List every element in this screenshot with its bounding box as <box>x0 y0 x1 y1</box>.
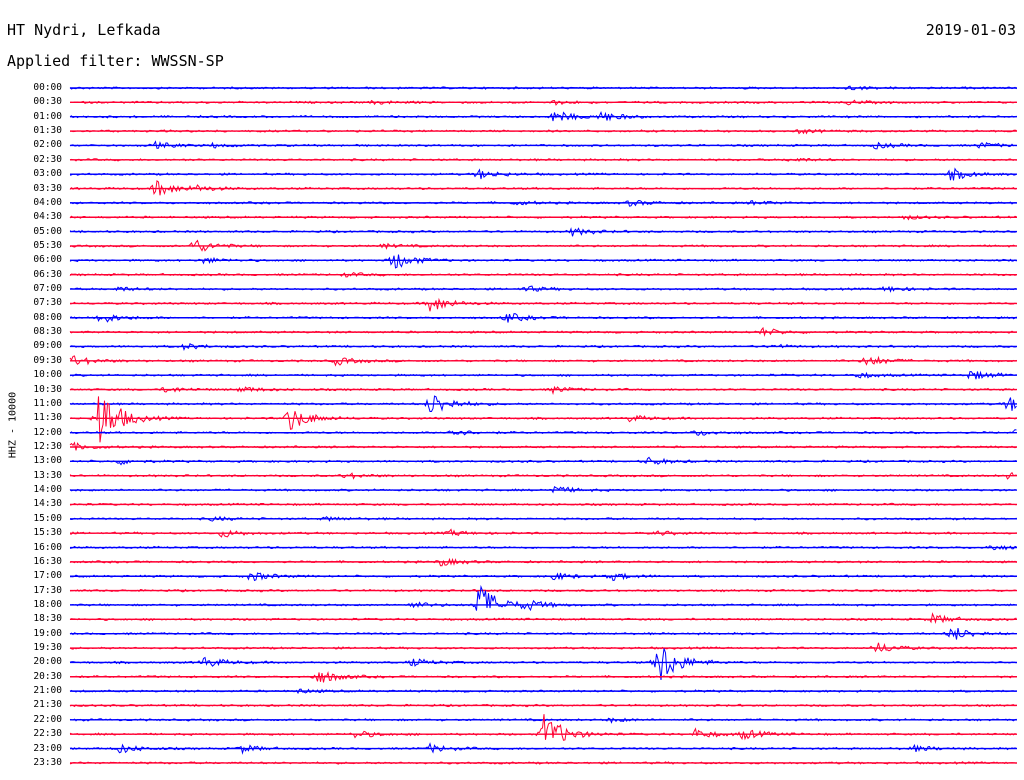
time-label: 15:30 <box>33 527 62 539</box>
time-label: 20:30 <box>33 670 62 682</box>
time-label: 18:30 <box>33 613 62 625</box>
time-label: 16:30 <box>33 555 62 567</box>
time-label: 04:30 <box>33 211 62 223</box>
time-label: 13:00 <box>33 455 62 467</box>
trace-row <box>69 714 1017 741</box>
time-label: 14:00 <box>33 484 62 496</box>
time-label: 17:00 <box>33 570 62 582</box>
time-label: 01:00 <box>33 110 62 122</box>
trace-row <box>69 612 1017 624</box>
time-label: 23:30 <box>33 756 62 768</box>
station-name: HT Nydri, Lefkada <box>7 21 161 39</box>
time-label: 03:00 <box>33 168 62 180</box>
time-label: 19:00 <box>33 627 62 639</box>
time-label: 11:00 <box>33 397 62 409</box>
filter-label: Applied filter: WWSSN-SP <box>7 52 224 70</box>
time-label: 15:00 <box>33 512 62 524</box>
time-label: 10:00 <box>33 369 62 381</box>
trace-row <box>69 227 1017 237</box>
time-label: 16:00 <box>33 541 62 553</box>
time-label: 20:00 <box>33 656 62 668</box>
time-label: 06:00 <box>33 254 62 266</box>
time-label: 03:30 <box>33 182 62 194</box>
trace-row <box>69 297 1017 312</box>
time-label: 12:00 <box>33 426 62 438</box>
time-label: 17:30 <box>33 584 62 596</box>
time-label: 19:30 <box>33 642 62 654</box>
trace-row <box>69 254 1017 269</box>
time-label: 22:00 <box>33 713 62 725</box>
trace-row <box>69 648 1017 680</box>
time-label: 02:30 <box>33 153 62 165</box>
time-label: 07:30 <box>33 297 62 309</box>
time-label: 09:00 <box>33 340 62 352</box>
time-label: 07:00 <box>33 283 62 295</box>
time-label: 22:30 <box>33 728 62 740</box>
time-label: 23:00 <box>33 742 62 754</box>
time-label: 13:30 <box>33 469 62 481</box>
time-label: 11:30 <box>33 412 62 424</box>
time-label: 08:30 <box>33 326 62 338</box>
time-label: 18:00 <box>33 598 62 610</box>
time-label: 00:30 <box>33 96 62 108</box>
trace-row <box>69 642 1017 653</box>
time-label: 05:00 <box>33 225 62 237</box>
time-label: 01:30 <box>33 125 62 137</box>
time-label: 12:30 <box>33 441 62 452</box>
record-date: 2019-01-03 <box>925 21 1016 39</box>
time-axis: 00:00 00:30 01:00 01:30 02:00 02:30 03:00 03:30… <box>0 0 68 780</box>
time-label: 00:00 <box>33 82 62 93</box>
time-label: 21:00 <box>33 685 62 697</box>
time-label: 05:30 <box>33 239 62 251</box>
time-label: 08:00 <box>33 311 62 323</box>
time-label: 21:30 <box>33 699 62 711</box>
time-label: 04:00 <box>33 196 62 208</box>
time-label: 02:00 <box>33 139 62 151</box>
time-label: 10:30 <box>33 383 62 395</box>
time-label: 09:30 <box>33 354 62 366</box>
time-label: 06:30 <box>33 268 62 280</box>
time-label: 14:30 <box>33 498 62 510</box>
